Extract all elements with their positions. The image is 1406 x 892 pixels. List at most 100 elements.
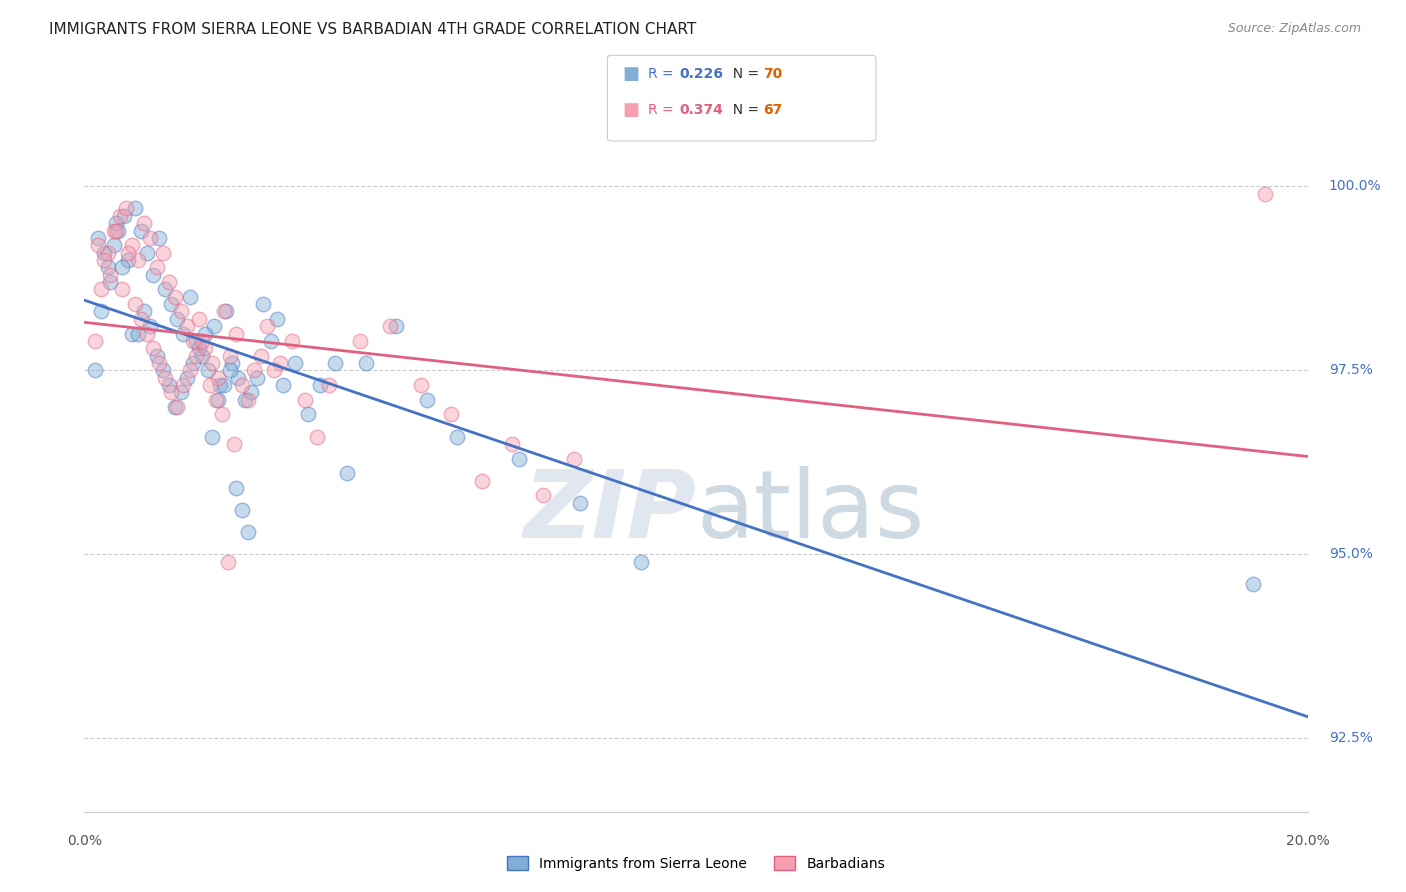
Point bbox=[1254, 186, 1277, 201]
Point bbox=[107, 223, 129, 237]
Point bbox=[221, 356, 243, 370]
Text: 95.0%: 95.0% bbox=[1329, 547, 1372, 561]
Point bbox=[87, 231, 110, 245]
Text: ZIP: ZIP bbox=[523, 466, 696, 558]
Point bbox=[134, 216, 156, 230]
Point bbox=[380, 319, 402, 334]
Point bbox=[105, 216, 128, 230]
Text: 20.0%: 20.0% bbox=[1285, 834, 1330, 848]
Text: 0.0%: 0.0% bbox=[67, 834, 101, 848]
Point bbox=[142, 341, 165, 355]
Point bbox=[231, 378, 253, 392]
Legend: Immigrants from Sierra Leone, Barbadians: Immigrants from Sierra Leone, Barbadians bbox=[502, 850, 890, 876]
Point bbox=[231, 503, 253, 517]
Point bbox=[200, 356, 222, 370]
Point bbox=[153, 370, 176, 384]
Point bbox=[440, 408, 463, 422]
Point bbox=[209, 378, 232, 392]
Point bbox=[145, 349, 167, 363]
Point bbox=[271, 378, 294, 392]
Point bbox=[336, 467, 359, 481]
Point bbox=[243, 363, 266, 377]
Point bbox=[269, 356, 291, 370]
Point bbox=[281, 334, 304, 348]
Point bbox=[163, 400, 186, 414]
Point bbox=[163, 290, 186, 304]
Text: 0.374: 0.374 bbox=[679, 103, 723, 117]
Point bbox=[191, 334, 214, 348]
Point bbox=[207, 370, 229, 384]
Point bbox=[308, 378, 330, 392]
Point bbox=[166, 400, 188, 414]
Point bbox=[127, 326, 149, 341]
Point bbox=[194, 326, 217, 341]
Point bbox=[97, 245, 120, 260]
Point bbox=[172, 326, 194, 341]
Point bbox=[471, 474, 494, 488]
Point bbox=[172, 378, 194, 392]
Point bbox=[318, 378, 340, 392]
Point bbox=[219, 349, 242, 363]
Point bbox=[139, 319, 162, 334]
Point bbox=[93, 245, 115, 260]
Point bbox=[263, 363, 285, 377]
Point bbox=[294, 392, 316, 407]
Point bbox=[1241, 576, 1264, 591]
Point bbox=[157, 378, 180, 392]
Point bbox=[111, 282, 134, 296]
Point bbox=[129, 223, 152, 237]
Point bbox=[90, 282, 112, 296]
Point bbox=[98, 268, 121, 282]
Point bbox=[212, 378, 235, 392]
Point bbox=[93, 252, 115, 267]
Point bbox=[157, 275, 180, 289]
Point bbox=[127, 252, 149, 267]
Point bbox=[111, 260, 134, 275]
Point bbox=[217, 555, 239, 569]
Text: R =: R = bbox=[648, 67, 678, 81]
Point bbox=[284, 356, 307, 370]
Point bbox=[233, 392, 256, 407]
Point bbox=[117, 245, 139, 260]
Point bbox=[142, 268, 165, 282]
Point bbox=[121, 238, 143, 252]
Text: 97.5%: 97.5% bbox=[1329, 363, 1372, 377]
Text: 92.5%: 92.5% bbox=[1329, 731, 1372, 745]
Point bbox=[148, 356, 170, 370]
Point bbox=[166, 311, 188, 326]
Point bbox=[135, 245, 157, 260]
Point bbox=[152, 363, 174, 377]
Point bbox=[205, 392, 228, 407]
Text: N =: N = bbox=[724, 67, 763, 81]
Text: N =: N = bbox=[724, 103, 763, 117]
Point bbox=[446, 429, 468, 443]
Point bbox=[179, 363, 201, 377]
Point bbox=[562, 451, 585, 466]
Text: 67: 67 bbox=[763, 103, 783, 117]
Point bbox=[568, 496, 591, 510]
Point bbox=[501, 437, 523, 451]
Point bbox=[630, 555, 652, 569]
Point bbox=[84, 334, 107, 348]
Point bbox=[105, 223, 128, 237]
Point bbox=[409, 378, 432, 392]
Point bbox=[246, 370, 269, 384]
Point bbox=[194, 341, 217, 355]
Text: ■: ■ bbox=[623, 101, 640, 119]
Point bbox=[200, 429, 222, 443]
Point bbox=[260, 334, 283, 348]
Point bbox=[117, 252, 139, 267]
Point bbox=[354, 356, 377, 370]
Point bbox=[103, 223, 125, 237]
Point bbox=[266, 311, 288, 326]
Point bbox=[212, 304, 235, 318]
Point bbox=[98, 275, 121, 289]
Point bbox=[184, 349, 207, 363]
Text: R =: R = bbox=[648, 103, 678, 117]
Point bbox=[224, 437, 246, 451]
Point bbox=[135, 326, 157, 341]
Point bbox=[176, 370, 198, 384]
Point bbox=[179, 290, 201, 304]
Point bbox=[103, 238, 125, 252]
Point bbox=[124, 297, 146, 311]
